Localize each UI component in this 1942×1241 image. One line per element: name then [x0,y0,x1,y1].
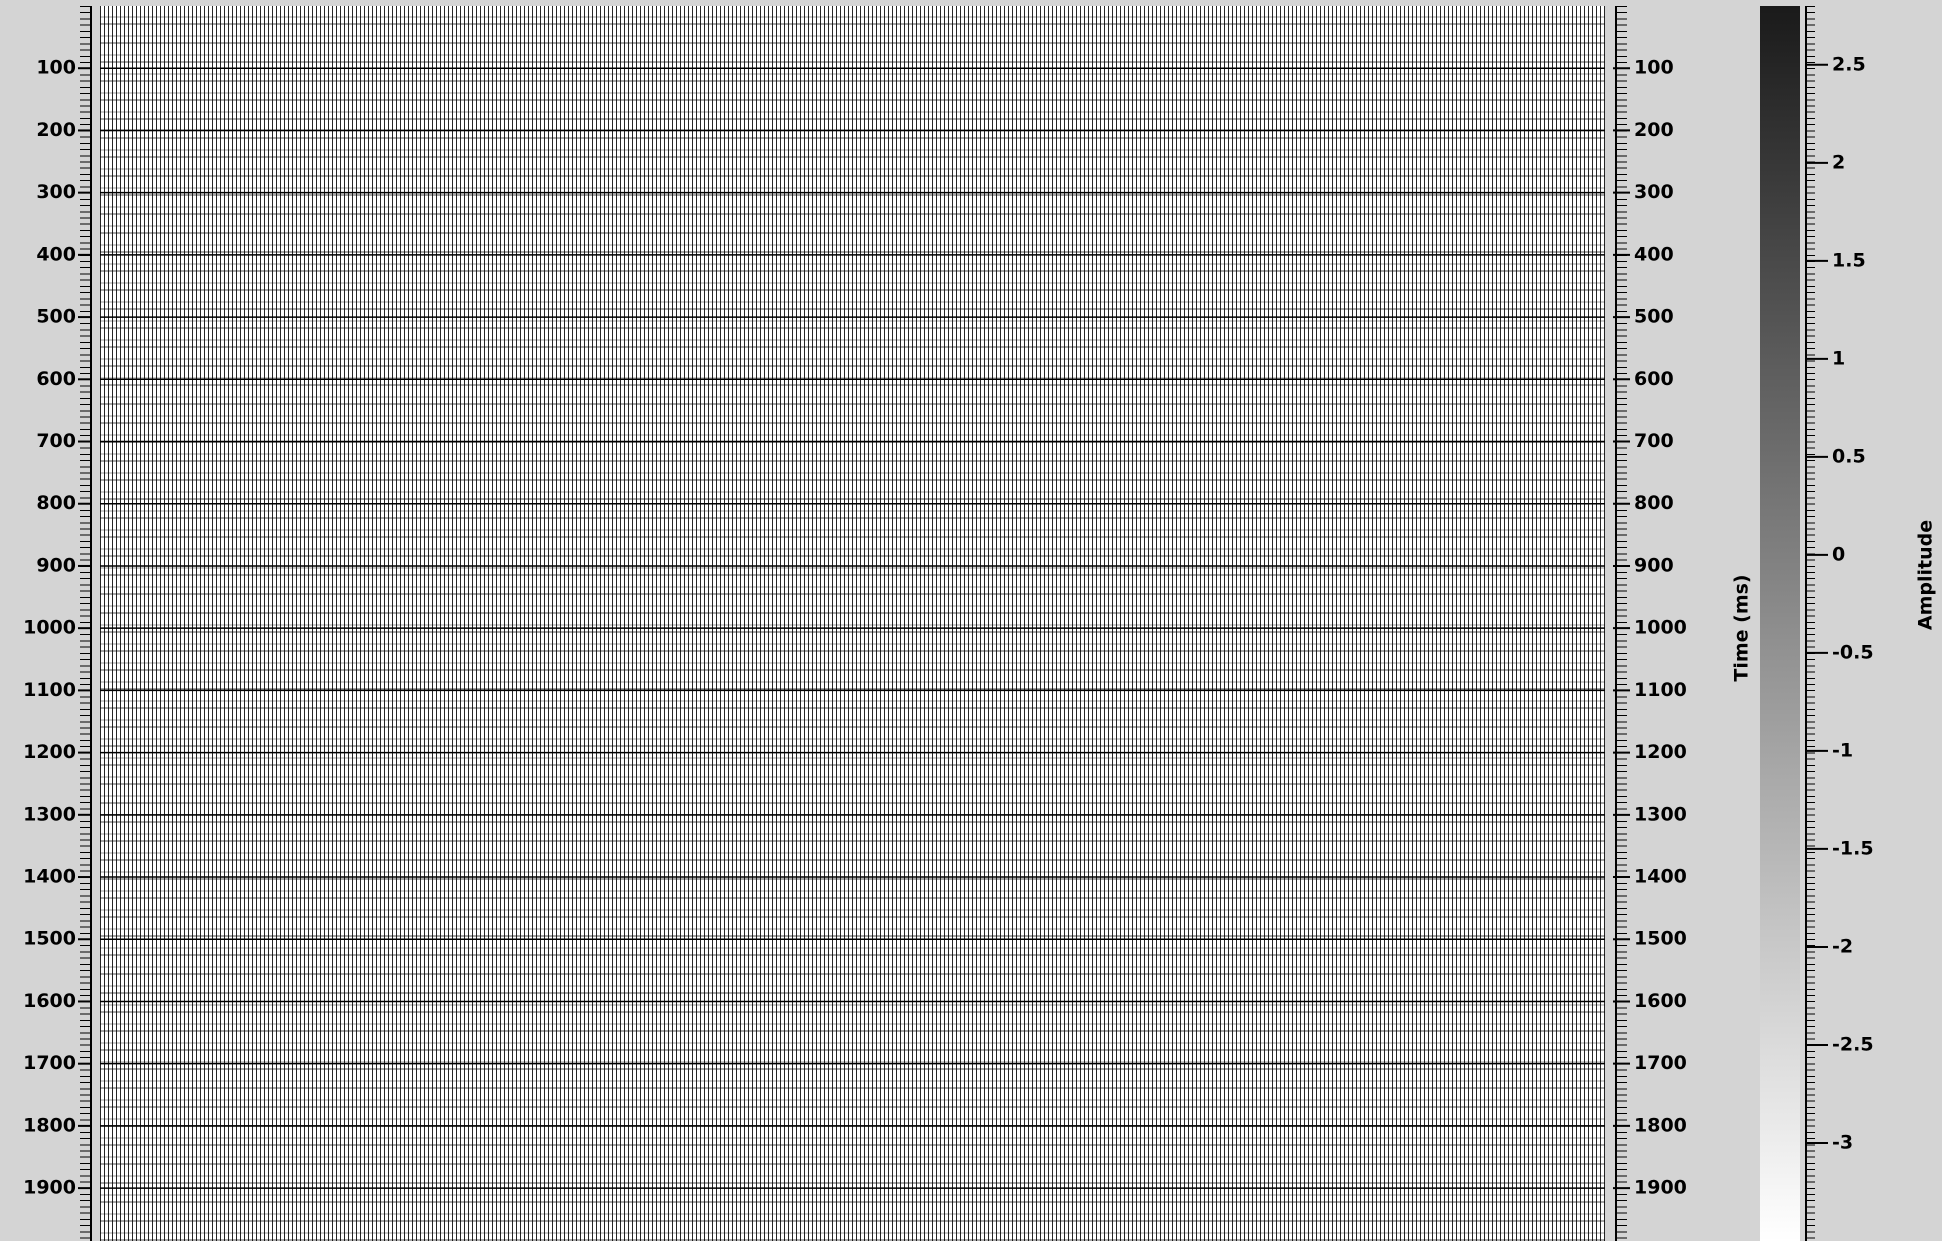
y-tick-label: 100 [36,57,76,79]
y-tick-label: 1800 [23,1114,76,1136]
colorbar-tick-label: 0 [1832,543,1845,565]
y-tick-label-right: 600 [1634,368,1674,390]
y-tick-label: 700 [36,430,76,452]
y-tick-label-right: 200 [1634,119,1674,141]
y-tick-label: 1400 [23,866,76,888]
y-tick-label-right: 700 [1634,430,1674,452]
colorbar-tick-label: 1.5 [1832,249,1866,271]
y-tick-label-right: 1700 [1634,1052,1687,1074]
y-tick-label-right: 1300 [1634,803,1687,825]
colorbar-tick-label: -1 [1832,739,1853,761]
colorbar-tick-label: 2.5 [1832,53,1866,75]
y-tick-label-right: 1100 [1634,679,1687,701]
chart: Time (ms) Amplitude 100 100 200 200 300 300 40… [0,0,1942,1241]
y-tick-label: 1200 [23,741,76,763]
colorbar-tick-label: -3 [1832,1131,1853,1153]
y-tick-label-right: 1500 [1634,928,1687,950]
y-tick-label: 400 [36,243,76,265]
y-tick-label: 300 [36,181,76,203]
y-tick-label-right: 800 [1634,492,1674,514]
y-tick-label-right: 1000 [1634,617,1687,639]
y-tick-label: 200 [36,119,76,141]
y-tick-label: 1600 [23,990,76,1012]
colorbar-tick-label: 2 [1832,151,1845,173]
y-tick-label: 600 [36,368,76,390]
y-tick-label-right: 1600 [1634,990,1687,1012]
y-tick-label: 1900 [23,1177,76,1199]
y-tick-label-right: 1900 [1634,1177,1687,1199]
colorbar-tick-label: -0.5 [1832,641,1874,663]
colorbar-label: Amplitude [1915,520,1937,630]
y-tick-label-right: 1400 [1634,866,1687,888]
colorbar-tick-label: 0.5 [1832,445,1866,467]
y-tick-label: 500 [36,306,76,328]
colorbar-tick-label: 1 [1832,347,1845,369]
y-tick-label-right: 1200 [1634,741,1687,763]
y-tick-label: 800 [36,492,76,514]
y-tick-label: 1500 [23,928,76,950]
colorbar-tick-label: -1.5 [1832,837,1874,859]
colorbar-tick-label: -2 [1832,935,1853,957]
y-tick-label: 1000 [23,617,76,639]
y-tick-label-right: 400 [1634,243,1674,265]
colorbar-tick-label: -2.5 [1832,1033,1874,1055]
y-axis-label: Time (ms) [1731,574,1753,681]
y-tick-label-right: 1800 [1634,1114,1687,1136]
y-tick-label: 1300 [23,803,76,825]
y-tick-label-right: 900 [1634,554,1674,576]
y-tick-label: 1100 [23,679,76,701]
y-tick-label-right: 300 [1634,181,1674,203]
y-tick-label: 900 [36,554,76,576]
y-tick-label-right: 500 [1634,306,1674,328]
y-tick-label: 1700 [23,1052,76,1074]
page: {"chart_data": {"type": "seismic", "ylab… [0,0,1942,1241]
y-tick-label-right: 100 [1634,57,1674,79]
